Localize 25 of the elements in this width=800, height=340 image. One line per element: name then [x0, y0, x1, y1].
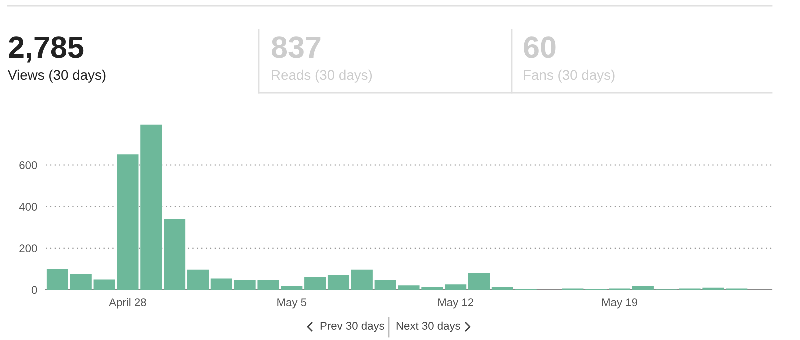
y-tick-label: 600 [20, 162, 38, 170]
y-tick-label: 0 [32, 286, 38, 294]
text: Next 30 days [396, 322, 460, 332]
y-tick-label: 400 [19, 203, 38, 211]
bar [70, 274, 92, 290]
x-tick-label: May 12 [438, 298, 474, 309]
bar [304, 277, 326, 290]
bar [46, 269, 68, 290]
bar [140, 124, 162, 290]
bar [632, 286, 654, 290]
bar [164, 219, 186, 290]
bar [351, 270, 373, 290]
text: Views (30 days) [8, 70, 106, 83]
text: 2,785 [9, 36, 84, 63]
y-tick-label: 200 [20, 244, 38, 253]
bar [187, 270, 209, 290]
bar [210, 278, 232, 290]
x-tick-label: May 5 [278, 298, 307, 309]
bar [468, 272, 490, 290]
bar [328, 275, 350, 290]
x-tick-label: April 28 [109, 298, 146, 309]
text: Prev 30 days [320, 322, 384, 332]
bar [445, 284, 467, 290]
x-tick-label: May 19 [602, 298, 638, 309]
bar [492, 287, 514, 290]
